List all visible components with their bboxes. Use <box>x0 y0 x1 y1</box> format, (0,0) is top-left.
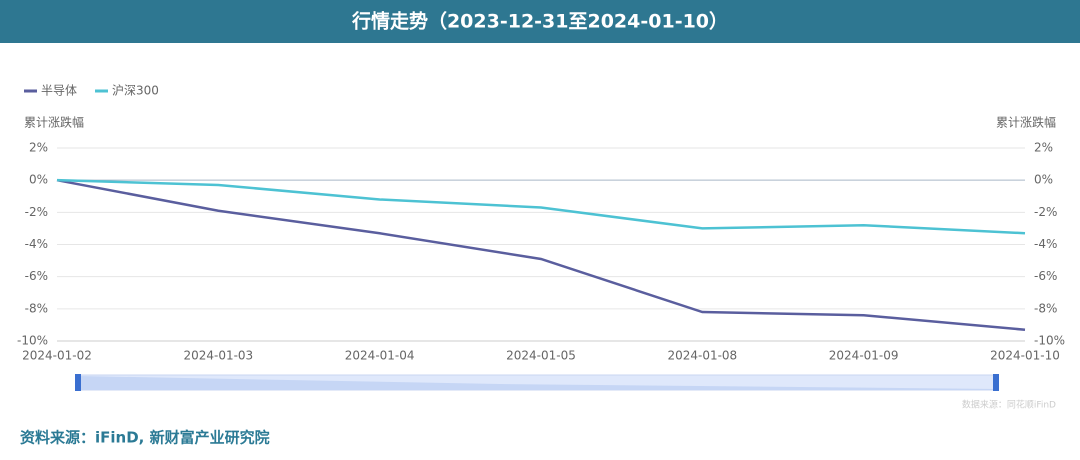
series-line <box>56 178 1026 235</box>
x-tick-label: 2024-01-10 <box>990 349 1060 363</box>
y2-tick-label: -6% <box>1034 269 1057 283</box>
x-tick-label: 2024-01-09 <box>829 349 899 363</box>
y2-tick-label: -4% <box>1034 237 1057 251</box>
zoom-handle[interactable] <box>75 374 81 391</box>
y-tick-label: -10% <box>17 334 48 348</box>
x-tick-label: 2024-01-04 <box>345 349 415 363</box>
y-tick-label: -4% <box>25 237 48 251</box>
header-bar <box>0 0 1080 43</box>
y-tick-label: -8% <box>25 301 48 315</box>
zoom-handle[interactable] <box>993 374 999 391</box>
y2-tick-label: -2% <box>1034 205 1057 219</box>
zoom-slider[interactable] <box>75 374 999 391</box>
series-line <box>56 178 1026 331</box>
x-tick-label: 2024-01-02 <box>22 349 92 363</box>
x-tick-label: 2024-01-05 <box>506 349 576 363</box>
source-note: 资料来源：iFinD, 新财富产业研究院 <box>20 429 270 447</box>
y-tick-label: 2% <box>29 141 48 155</box>
legend-label: 沪深300 <box>112 84 159 98</box>
y2-tick-label: -10% <box>1034 334 1065 348</box>
y-tick-label: 0% <box>29 173 48 187</box>
y2-tick-label: -8% <box>1034 301 1057 315</box>
zoom-preview <box>78 376 996 390</box>
y2-tick-label: 0% <box>1034 173 1053 187</box>
x-tick-label: 2024-01-08 <box>667 349 737 363</box>
y2-axis-label: 累计涨跌幅 <box>996 115 1056 130</box>
x-tick-label: 2024-01-03 <box>183 349 253 363</box>
y2-tick-label: 2% <box>1034 141 1053 155</box>
y-tick-label: -6% <box>25 269 48 283</box>
legend-label: 半导体 <box>41 84 77 98</box>
chart-title: 行情走势（2023-12-31至2024-01-10） <box>351 10 728 33</box>
watermark: 数据来源：同花顺iFinD <box>962 399 1056 411</box>
y-axis-label: 累计涨跌幅 <box>24 115 84 130</box>
y-tick-label: -2% <box>25 205 48 219</box>
